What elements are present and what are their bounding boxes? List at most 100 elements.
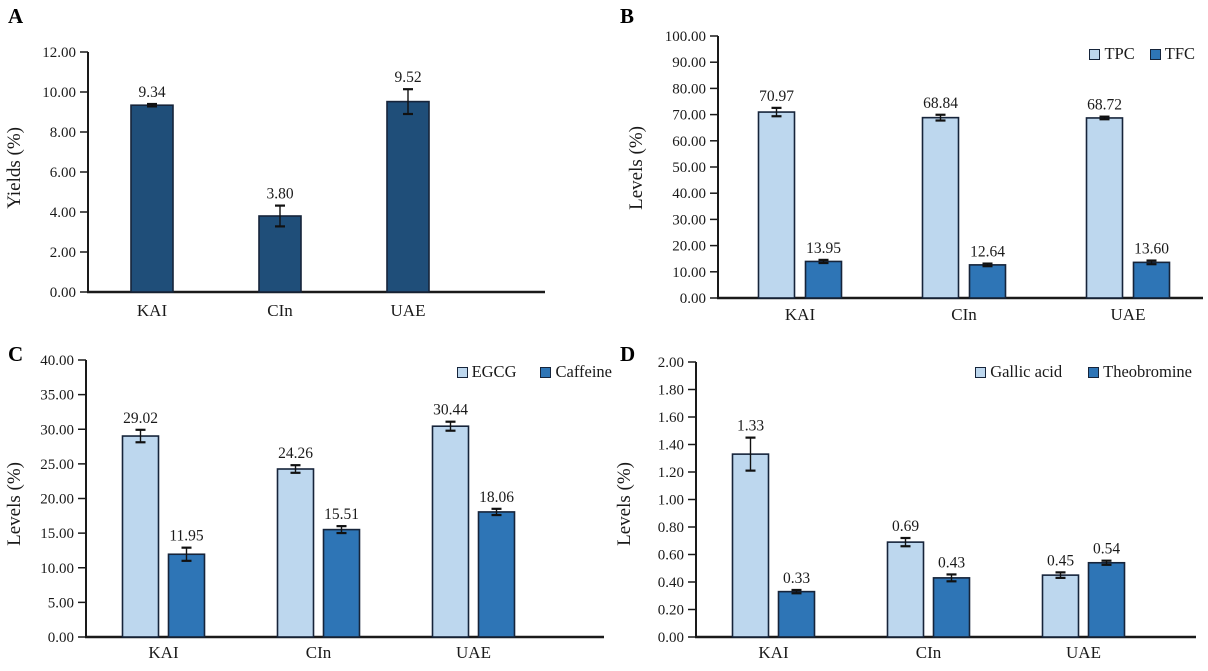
value-label: 0.69	[892, 518, 919, 535]
bar	[258, 215, 302, 293]
panel-d: D Levels (%) 0.00 0.20 0.40 0.60 0.80 1.00 1.2…	[604, 336, 1208, 671]
value-label: 15.51	[324, 506, 359, 523]
legend-swatch-icon	[1088, 366, 1100, 378]
value-label: 70.97	[759, 88, 794, 105]
legend-item: TFC	[1149, 44, 1195, 64]
value-label: 9.52	[394, 69, 421, 86]
bar	[757, 111, 796, 299]
bar	[431, 425, 470, 638]
bar	[886, 541, 925, 638]
bar	[731, 453, 770, 638]
value-label: 68.72	[1087, 97, 1122, 114]
legend: TPC TFC	[1089, 44, 1195, 64]
legend-swatch-icon	[1149, 48, 1161, 60]
y-tick-label: 70.00	[672, 108, 706, 124]
y-tick-label: 25.00	[40, 457, 74, 473]
y-tick-label: 4.00	[50, 205, 76, 221]
bar	[932, 577, 971, 638]
category-label: KAI	[148, 643, 179, 662]
y-tick-label: 30.00	[672, 212, 706, 228]
y-tick-label: 0.00	[48, 630, 74, 646]
y-tick-label: 10.00	[40, 561, 74, 577]
bar	[167, 553, 206, 638]
panel-c-label: C	[8, 342, 24, 366]
value-label: 68.84	[923, 95, 958, 112]
value-label: 0.33	[783, 570, 810, 587]
legend-swatch-icon	[975, 366, 987, 378]
y-tick-label: 0.00	[50, 285, 76, 301]
bar	[121, 435, 160, 638]
legend-item: Theobromine	[1088, 362, 1192, 382]
bar	[1041, 574, 1080, 638]
y-tick-label: 20.00	[40, 492, 74, 508]
category-label: CIn	[306, 643, 332, 662]
y-tick-label: 35.00	[40, 388, 74, 404]
y-tick-label: 1.80	[658, 383, 684, 399]
y-axis-title: Yields (%)	[4, 126, 25, 209]
bar	[804, 260, 843, 299]
panel-d-label: D	[620, 342, 636, 366]
value-label: 13.95	[806, 240, 841, 257]
legend: Gallic acid Theobromine	[975, 362, 1192, 382]
value-label: 13.60	[1134, 241, 1169, 258]
bar-chart-gallic-theobromine: 0.00 0.20 0.40 0.60 0.80 1.00 1.20 1.40 1.60 1.80…	[658, 355, 1196, 662]
legend-label: EGCG	[471, 362, 517, 381]
y-axis-title: Levels (%)	[4, 461, 25, 546]
value-label: 0.45	[1047, 552, 1074, 569]
bar	[968, 264, 1007, 299]
y-tick-label: 90.00	[672, 55, 706, 71]
panel-c: C Levels (%) 0.00 5.00 10.00 15.00 20.00 25.0…	[0, 336, 612, 671]
value-label: 3.80	[266, 186, 293, 203]
category-label: UAE	[1066, 643, 1101, 662]
y-tick-label: 40.00	[672, 186, 706, 202]
y-axis-title-wrap: Yields (%)	[2, 0, 28, 335]
y-tick-label: 8.00	[50, 125, 76, 141]
legend-item: Caffeine	[540, 362, 612, 382]
y-tick-label: 15.00	[40, 526, 74, 542]
legend-swatch-icon	[456, 366, 468, 378]
y-tick-label: 6.00	[50, 165, 76, 181]
y-axis-title: Levels (%)	[614, 461, 635, 546]
bar-chart-tpc-tfc: 0.00 10.00 20.00 30.00 40.00 50.00 60.00 70.00 8…	[665, 29, 1203, 324]
category-label: UAE	[456, 643, 491, 662]
y-tick-label: 1.00	[658, 493, 684, 509]
y-tick-label: 1.60	[658, 410, 684, 426]
panel-a-label: A	[8, 4, 24, 28]
y-tick-label: 100.00	[665, 29, 706, 45]
value-label: 0.43	[938, 554, 965, 571]
panel-b: B Levels (%) 0.00 10.00 20.00 30.00 40.00 50.…	[604, 0, 1208, 335]
value-label: 12.64	[970, 244, 1005, 261]
value-label: 9.34	[138, 84, 165, 101]
y-tick-label: 0.40	[658, 575, 684, 591]
value-label: 0.54	[1093, 541, 1120, 558]
value-label: 18.06	[479, 489, 514, 506]
legend: EGCG Caffeine	[456, 362, 612, 382]
bar	[1087, 561, 1126, 638]
panel-a: A Yields (%) 0.00 2.00 4.00 6.00 8.00 10.00 12…	[0, 0, 604, 335]
y-tick-label: 0.00	[658, 630, 684, 646]
y-tick-label: 2.00	[658, 355, 684, 371]
y-tick-label: 10.00	[672, 265, 706, 281]
bar	[1085, 117, 1124, 299]
y-tick-label: 50.00	[672, 160, 706, 176]
bar	[322, 528, 361, 638]
y-tick-label: 0.60	[658, 548, 684, 564]
value-label: 11.95	[169, 528, 204, 545]
bar	[777, 590, 816, 638]
bar	[130, 104, 174, 293]
legend-item: EGCG	[456, 362, 517, 382]
bar	[276, 468, 315, 638]
y-tick-label: 40.00	[40, 353, 74, 369]
y-tick-label: 5.00	[48, 595, 74, 611]
legend-item: Gallic acid	[975, 362, 1062, 382]
y-tick-label: 80.00	[672, 81, 706, 97]
y-tick-label: 0.00	[680, 291, 706, 307]
value-label: 30.44	[433, 402, 468, 419]
y-tick-label: 0.20	[658, 603, 684, 619]
category-label: UAE	[1111, 305, 1146, 324]
legend-label: Caffeine	[555, 362, 612, 381]
category-label: KAI	[137, 301, 168, 320]
bar	[1132, 261, 1171, 299]
y-tick-label: 2.00	[50, 245, 76, 261]
